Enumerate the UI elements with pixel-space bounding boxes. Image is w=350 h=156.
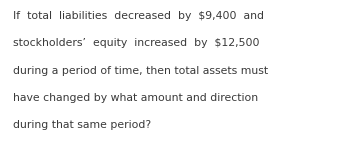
Text: stockholders’  equity  increased  by  $12,500: stockholders’ equity increased by $12,50… (13, 38, 260, 48)
Text: during a period of time, then total assets must: during a period of time, then total asse… (13, 66, 268, 76)
Text: If  total  liabilities  decreased  by  $9,400  and: If total liabilities decreased by $9,400… (13, 11, 264, 21)
Text: during that same period?: during that same period? (13, 120, 152, 130)
Text: have changed by what amount and direction: have changed by what amount and directio… (13, 93, 258, 103)
